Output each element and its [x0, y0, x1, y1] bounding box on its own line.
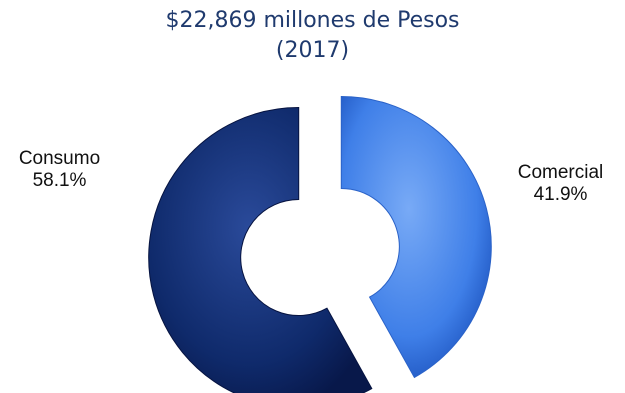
- chart-title-block: $22,869 millones de Pesos (2017): [0, 6, 625, 66]
- slice-name-consumo: Consumo: [18, 148, 101, 169]
- slice-name-comercial: Comercial: [517, 162, 604, 183]
- slice-label-comercial: Comercial 41.9%: [498, 162, 623, 206]
- donut-slice-comercial: [340, 95, 492, 379]
- slice-value-consumo: 58.1%: [32, 170, 87, 191]
- slice-value-comercial: 41.9%: [533, 184, 588, 205]
- slice-label-consumo: Consumo 58.1%: [2, 148, 117, 192]
- donut-slice-consumo: [148, 107, 373, 393]
- chart-subtitle: (2017): [275, 38, 350, 63]
- chart-title: $22,869 millones de Pesos: [165, 8, 460, 33]
